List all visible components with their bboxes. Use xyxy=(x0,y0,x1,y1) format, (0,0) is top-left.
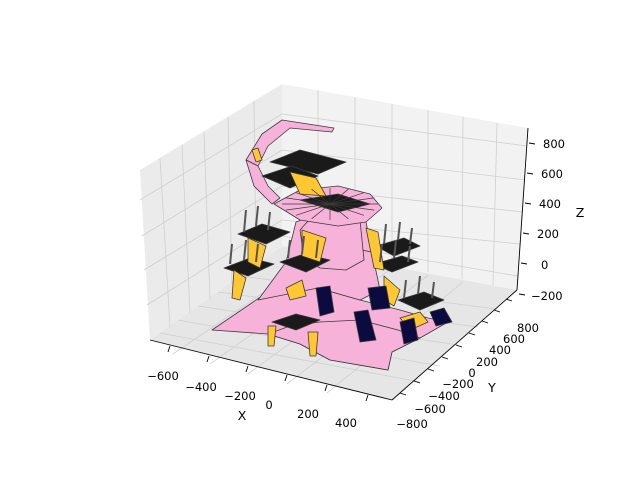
surface-face xyxy=(353,309,377,343)
surface-edge xyxy=(329,203,365,216)
surface-rail xyxy=(379,239,411,263)
surface-face xyxy=(367,285,391,311)
y-tick-label: −400 xyxy=(428,389,460,403)
surface-edge xyxy=(329,188,349,205)
surface-edge xyxy=(329,192,365,205)
surface-face xyxy=(429,307,453,327)
surface-face xyxy=(237,223,291,245)
surface-edge xyxy=(295,192,331,205)
surface-rail xyxy=(287,235,319,259)
surface-face xyxy=(245,159,281,205)
z-tick-labels: −200 0 200 400 600 800 xyxy=(531,137,565,303)
y-tick-label: −600 xyxy=(414,402,446,416)
z-tick-label: 800 xyxy=(543,137,565,151)
surface-face xyxy=(375,237,421,257)
x-tick-labels: −600 −400 −200 0 200 400 xyxy=(147,369,357,430)
z-tick-label: 600 xyxy=(541,167,563,181)
surface-face xyxy=(289,171,327,197)
surface-face xyxy=(285,279,307,301)
surface-edge xyxy=(329,203,349,220)
surface-face xyxy=(271,313,321,331)
surface-edge xyxy=(285,197,331,205)
surface-face xyxy=(231,269,247,301)
surface-rail xyxy=(229,239,259,265)
surface-edge xyxy=(311,203,331,220)
y-tick-label: 0 xyxy=(468,366,475,380)
surface-edge xyxy=(295,203,331,216)
surface-edge xyxy=(285,203,331,211)
surface-face xyxy=(261,165,319,189)
surface-face xyxy=(307,331,319,357)
y-tick-label: 600 xyxy=(503,332,525,346)
surface-edge xyxy=(329,203,375,211)
axis-lines xyxy=(149,127,529,401)
y-tick-label: 800 xyxy=(517,321,539,335)
surface-face xyxy=(399,317,419,345)
surface-edge xyxy=(329,197,375,205)
z-tick-label: 200 xyxy=(537,227,559,241)
surface-face xyxy=(315,285,335,317)
y-tick-label: 400 xyxy=(489,343,511,357)
x-tick-label: −200 xyxy=(224,389,256,403)
tick-marks xyxy=(167,142,536,402)
z-tick-label: 0 xyxy=(541,258,548,272)
surface-rail xyxy=(403,275,435,299)
y-axis-label: Y xyxy=(487,380,496,395)
x-tick-label: 200 xyxy=(297,407,319,421)
surface-mesh xyxy=(211,119,453,371)
surface-edge xyxy=(311,188,331,205)
z-tick-label: −200 xyxy=(531,289,563,303)
x-tick-label: 400 xyxy=(335,416,357,430)
surface-rail xyxy=(383,221,413,245)
surface-face xyxy=(373,255,419,273)
surface-face xyxy=(251,147,263,163)
y-tick-labels: −800 −600 −400 −200 0 200 400 600 800 xyxy=(396,321,539,431)
z-tick-label: 400 xyxy=(539,197,561,211)
x-tick-label: 0 xyxy=(265,398,272,412)
z-axis-label: Z xyxy=(576,205,585,220)
y-tick-label: −200 xyxy=(442,377,474,391)
y-tick-label: 200 xyxy=(476,355,498,369)
y-tick-label: −800 xyxy=(396,417,428,431)
x-axis-label: X xyxy=(238,408,247,423)
x-tick-label: −600 xyxy=(147,369,179,383)
surface-rail xyxy=(243,205,271,233)
surface-face xyxy=(267,325,277,347)
left-pane xyxy=(140,84,282,340)
x-tick-label: −400 xyxy=(185,380,217,394)
